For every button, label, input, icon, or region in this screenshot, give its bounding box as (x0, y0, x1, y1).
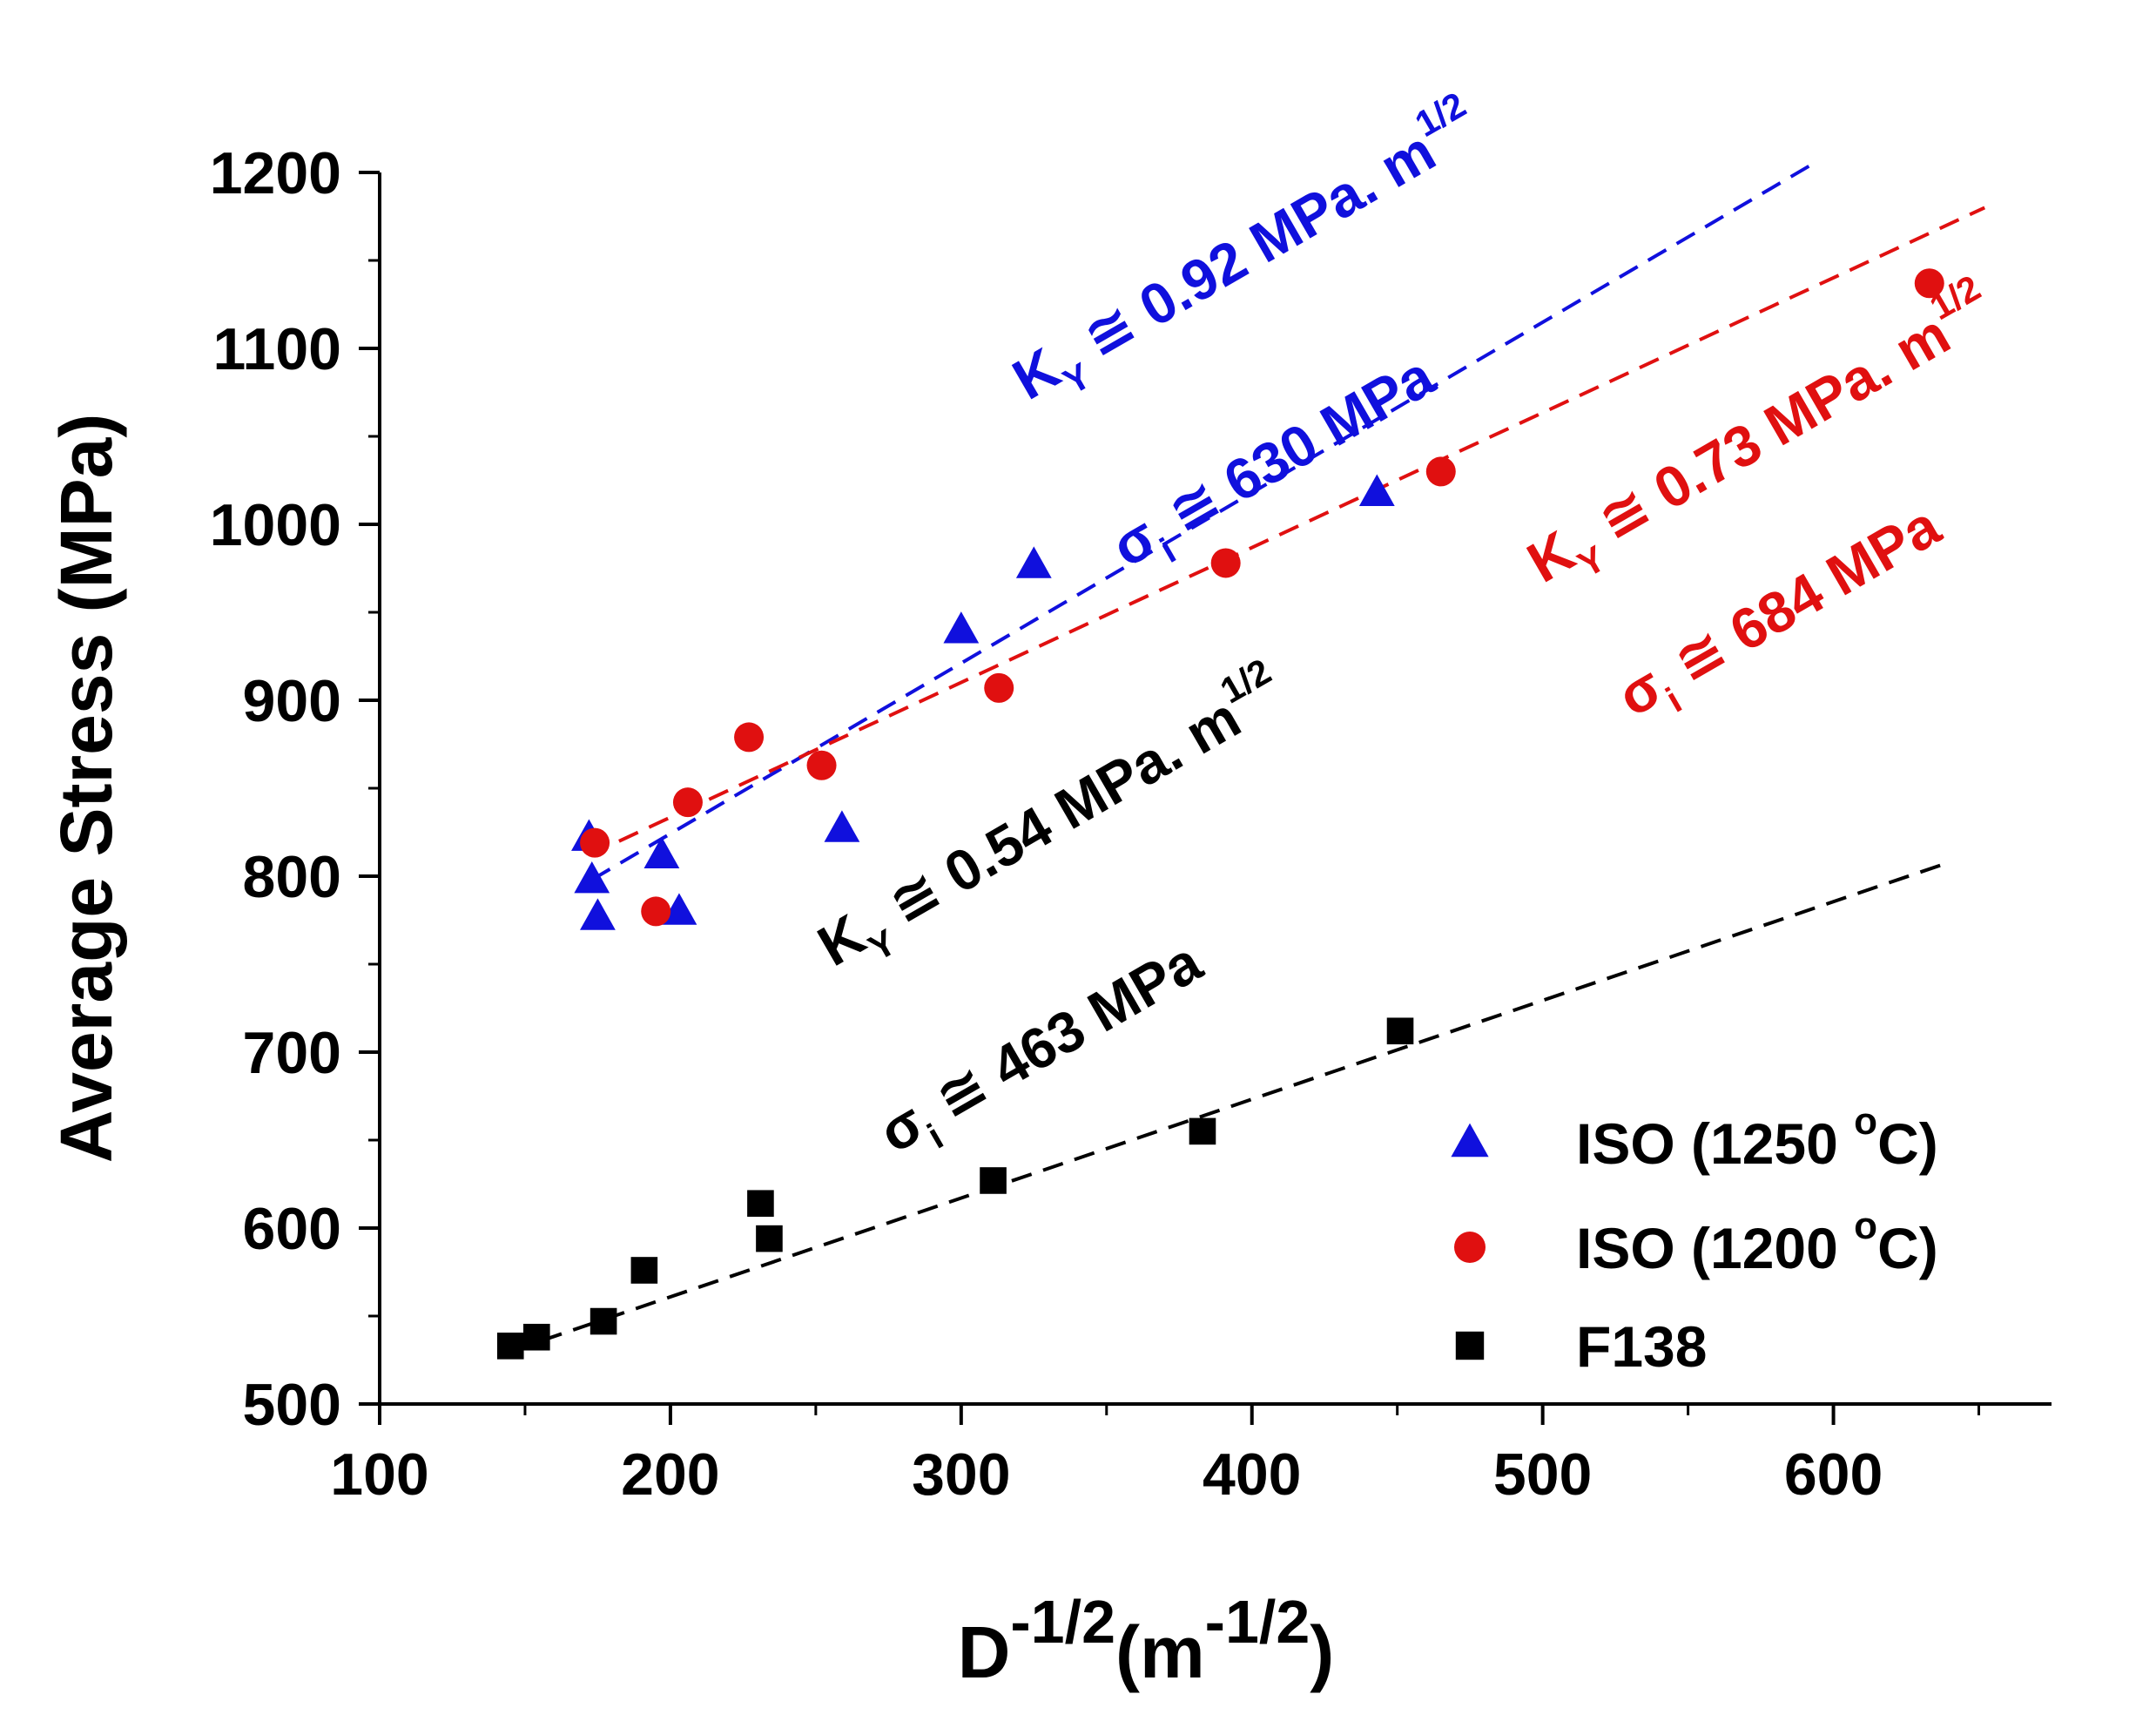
legend-marker (1454, 1232, 1486, 1263)
data-point (1386, 1017, 1414, 1045)
fit-line (590, 164, 1811, 881)
legend-label: ISO (1200 oC) (1576, 1205, 1938, 1280)
legend-label-end: C) (1877, 1111, 1938, 1176)
data-point (641, 896, 671, 927)
y-tick-label: 700 (243, 1020, 341, 1086)
data-point (1425, 456, 1456, 487)
data-point (523, 1323, 550, 1351)
data-point (672, 787, 703, 818)
data-point (590, 1307, 617, 1335)
data-point (630, 1257, 658, 1284)
data-point (1189, 1117, 1216, 1145)
annotation-text: ≅ 0.54 MPa. m (864, 685, 1250, 945)
legend-label-main: ISO (1250 (1576, 1111, 1854, 1176)
data-point (756, 1225, 783, 1252)
y-tick-label: 1200 (210, 140, 341, 206)
legend-label-end: C) (1877, 1216, 1938, 1280)
annotation-text: ≅ 684 MPa (1649, 492, 1951, 704)
y-axis-title: Average Stress (MPa) (45, 414, 127, 1164)
x-tick-label: 100 (330, 1441, 428, 1508)
annotation-text: ≅ 0.92 MPa. m (1059, 118, 1445, 379)
x-tick-label: 500 (1493, 1441, 1592, 1508)
legend-label: F138 (1576, 1314, 1707, 1379)
axes: 100 200 300 400 500 600 500 600 700 800 900 1000 110… (210, 140, 2052, 1508)
data-point (824, 810, 860, 842)
x-axis-title-exponent: -1/2 (1010, 1588, 1115, 1656)
fit-lines (509, 164, 1986, 1353)
annotation: σi ≅ 630 MPa (1101, 342, 1452, 590)
legend-marker (1451, 1123, 1489, 1158)
annotation: KY ≅ 0.54 MPa. m1/2 (802, 651, 1302, 989)
y-tick-label: 1100 (212, 316, 341, 382)
legend-label-main: ISO (1200 (1576, 1216, 1854, 1280)
annotation: σi ≅ 463 MPa (868, 928, 1219, 1176)
data-point (980, 1167, 1007, 1194)
data-point (580, 827, 610, 858)
y-tick-label: 800 (243, 844, 341, 910)
data-point (734, 722, 765, 753)
data-points (496, 268, 1944, 1360)
x-axis-title-base: D (958, 1611, 1011, 1693)
x-tick-label: 400 (1203, 1441, 1301, 1508)
x-axis-title-unit: (m (1115, 1611, 1205, 1693)
x-tick-label: 200 (621, 1441, 719, 1508)
x-axis-title-unit-exponent: -1/2 (1205, 1588, 1310, 1656)
data-point (574, 861, 610, 894)
legend-label: ISO (1250 oC) (1576, 1100, 1938, 1176)
x-tick-label: 600 (1784, 1441, 1883, 1508)
data-point (747, 1190, 774, 1218)
annotation-text: ≅ 463 MPa (911, 928, 1213, 1140)
legend: ISO (1250 oC)ISO (1200 oC)F138 (1451, 1100, 1938, 1379)
data-point (1015, 546, 1052, 578)
data-point (661, 893, 697, 925)
axis-titles: Average Stress (MPa)D-1/2(m-1/2) (45, 414, 1334, 1693)
annotation-text: ≅ 630 MPa (1143, 342, 1445, 554)
data-point (643, 836, 680, 869)
data-point (1358, 474, 1395, 506)
x-tick-label: 300 (912, 1441, 1010, 1508)
legend-label-superscript: o (1854, 1205, 1877, 1247)
data-point (496, 1333, 524, 1360)
data-point (580, 898, 616, 930)
y-tick-label: 600 (243, 1196, 341, 1262)
legend-marker (1455, 1331, 1485, 1360)
data-point (984, 672, 1014, 703)
fit-line (509, 860, 1951, 1353)
y-tick-label: 1000 (210, 492, 341, 558)
data-point (1210, 548, 1241, 578)
legend-label-main: F138 (1576, 1314, 1707, 1379)
y-tick-label: 900 (243, 668, 341, 734)
x-axis-title: D-1/2(m-1/2) (958, 1588, 1335, 1693)
legend-label-superscript: o (1854, 1100, 1877, 1143)
data-point (1914, 268, 1944, 299)
x-axis-title-close: ) (1310, 1611, 1334, 1693)
data-point (806, 750, 837, 780)
fit-line (588, 206, 1986, 857)
y-tick-label: 500 (243, 1372, 341, 1438)
data-point (943, 611, 980, 644)
